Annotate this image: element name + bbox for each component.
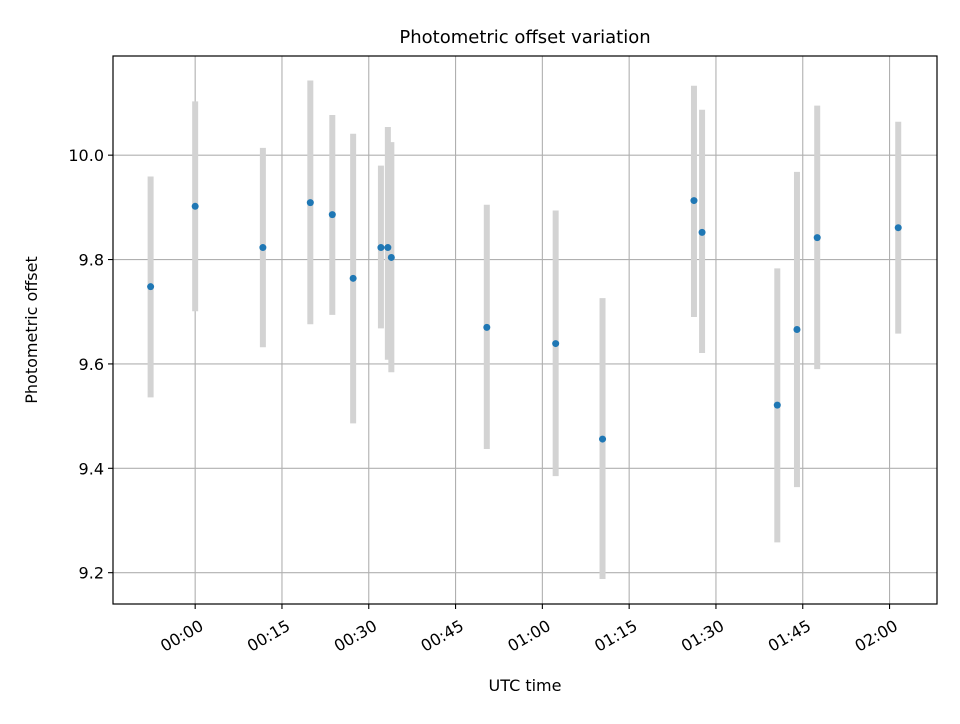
- data-point: [690, 197, 698, 205]
- data-point: [793, 325, 801, 333]
- data-point: [384, 244, 392, 252]
- x-tick-label: 00:45: [418, 616, 467, 656]
- y-axis-label: Photometric offset: [22, 256, 41, 404]
- data-point: [894, 224, 902, 232]
- data-point: [349, 274, 357, 282]
- grid-layer: [113, 56, 937, 604]
- x-tick-label: 01:00: [504, 616, 553, 656]
- data-point: [147, 283, 155, 291]
- y-tick-label: 10.0: [68, 146, 104, 165]
- x-axis-label: UTC time: [489, 676, 562, 695]
- chart-title: Photometric offset variation: [399, 27, 650, 48]
- y-tick-label: 9.6: [79, 355, 104, 374]
- x-tick-label: 00:15: [244, 616, 293, 656]
- data-point: [328, 211, 336, 219]
- data-point: [552, 340, 560, 348]
- data-point: [773, 401, 781, 409]
- data-point: [813, 234, 821, 242]
- x-tick-label: 01:15: [591, 616, 640, 656]
- x-tick-label: 01:45: [765, 616, 814, 656]
- y-tick-label: 9.4: [79, 459, 104, 478]
- y-tick-label: 9.2: [79, 564, 104, 583]
- point-layer: [147, 197, 902, 443]
- plot-frame: [112, 55, 938, 605]
- data-point: [698, 228, 706, 236]
- x-tick-label: 00:30: [331, 616, 380, 656]
- data-point: [387, 253, 395, 261]
- y-tick-label: 9.8: [79, 251, 104, 270]
- data-point: [599, 435, 607, 443]
- data-point: [191, 202, 199, 210]
- data-point: [259, 244, 267, 252]
- x-tick-label: 01:30: [678, 616, 727, 656]
- data-point: [306, 199, 314, 207]
- x-tick-label: 00:00: [157, 616, 206, 656]
- x-tick-label: 02:00: [852, 616, 901, 656]
- data-point: [483, 323, 491, 331]
- data-point: [377, 244, 385, 252]
